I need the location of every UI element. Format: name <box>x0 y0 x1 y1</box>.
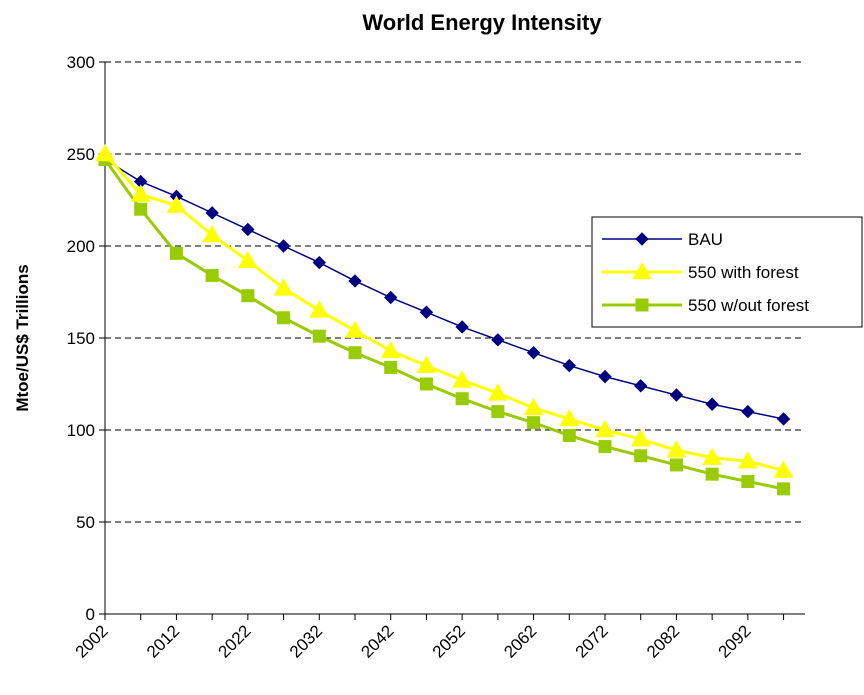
series-550-with-forest <box>95 143 794 478</box>
y-tick-label: 250 <box>67 145 95 164</box>
data-point <box>634 449 648 463</box>
data-point <box>737 451 758 469</box>
y-tick-label: 200 <box>67 237 95 256</box>
data-point <box>202 224 223 243</box>
data-point <box>348 346 362 360</box>
x-tick-label: 2072 <box>572 621 612 661</box>
data-point <box>635 298 649 312</box>
data-point <box>598 369 612 384</box>
data-point <box>669 388 684 402</box>
data-point <box>666 440 687 458</box>
data-point <box>277 311 291 325</box>
y-tick-label: 0 <box>86 605 95 624</box>
data-point <box>384 360 398 374</box>
legend: BAU 550 with forest 550 w/out forest <box>591 216 863 328</box>
data-point <box>635 232 649 246</box>
data-point <box>416 355 437 373</box>
data-point <box>95 143 115 162</box>
data-point <box>669 458 683 472</box>
data-point <box>312 329 326 343</box>
data-point <box>134 202 148 216</box>
series-550-w-out-forest <box>98 153 791 496</box>
data-point <box>205 206 219 220</box>
data-point <box>276 239 291 253</box>
data-point <box>741 404 755 419</box>
series-lines <box>95 143 794 496</box>
y-tick-label: 50 <box>76 513 95 532</box>
y-tick-label: 100 <box>67 421 95 440</box>
x-tick-label: 2092 <box>715 621 755 661</box>
x-tick-label: 2042 <box>357 621 397 661</box>
data-point <box>348 274 362 288</box>
data-point <box>169 246 183 260</box>
data-point <box>380 340 401 359</box>
data-point <box>205 268 219 282</box>
data-point <box>241 289 255 303</box>
data-point <box>345 320 365 338</box>
data-point <box>702 447 723 465</box>
data-point <box>773 460 794 478</box>
x-tick-label: 2032 <box>286 621 326 661</box>
legend-label: BAU <box>688 230 723 249</box>
data-point <box>559 408 580 427</box>
data-point <box>741 475 755 489</box>
y-tick-labels: 0 50 100 150 200 250 300 <box>67 53 95 624</box>
x-tick-label: 2012 <box>143 621 183 661</box>
data-point <box>419 377 433 391</box>
data-point <box>705 467 719 481</box>
x-tick-label: 2082 <box>643 621 683 661</box>
data-point <box>487 383 508 401</box>
x-tick-label: 2052 <box>429 621 469 661</box>
data-point <box>312 255 326 270</box>
axes <box>99 61 805 620</box>
data-point <box>526 346 541 360</box>
series-line <box>104 158 784 420</box>
data-point <box>777 482 791 496</box>
data-point <box>630 429 651 447</box>
legend-label: 550 w/out forest <box>688 296 809 315</box>
data-point <box>384 290 398 305</box>
data-point <box>452 370 473 388</box>
data-point <box>527 416 541 430</box>
data-point <box>130 184 151 202</box>
data-point <box>166 195 187 213</box>
data-point <box>705 397 719 411</box>
data-point <box>598 440 612 454</box>
x-tick-label: 2062 <box>500 621 540 661</box>
data-point <box>632 261 652 280</box>
y-tick-label: 150 <box>67 329 95 348</box>
data-point <box>491 333 505 347</box>
x-tick-label: 2022 <box>215 621 255 661</box>
legend-label: 550 with forest <box>688 263 799 282</box>
data-point <box>419 305 434 319</box>
data-point <box>523 397 544 416</box>
legend-item: 550 with forest <box>602 261 799 282</box>
data-point <box>776 412 791 426</box>
y-tick-label: 300 <box>67 53 95 72</box>
x-tick-label: 2002 <box>72 621 112 661</box>
data-point <box>562 358 576 373</box>
data-point <box>491 405 505 419</box>
x-tick-labels: 2002 2012 2022 2032 2042 2052 2062 2072 2082 2092 <box>72 621 755 661</box>
legend-item: BAU <box>602 230 723 249</box>
chart-title: World Energy Intensity <box>362 10 602 35</box>
data-point <box>273 278 294 296</box>
y-axis-label: Mtoe/US$ Trillions <box>13 264 32 411</box>
data-point <box>309 300 330 318</box>
data-point <box>455 392 469 406</box>
data-point <box>634 379 648 393</box>
data-point <box>237 250 258 268</box>
data-point <box>455 320 469 334</box>
data-point <box>562 429 576 443</box>
data-point <box>241 222 255 237</box>
data-point <box>595 419 615 438</box>
legend-item: 550 w/out forest <box>602 296 809 315</box>
